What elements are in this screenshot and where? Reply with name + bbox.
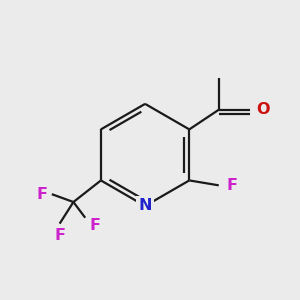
- Text: F: F: [89, 218, 100, 233]
- Text: F: F: [54, 228, 65, 243]
- Text: O: O: [256, 102, 270, 117]
- Text: N: N: [138, 198, 152, 213]
- Text: F: F: [37, 187, 47, 202]
- Text: F: F: [227, 178, 238, 193]
